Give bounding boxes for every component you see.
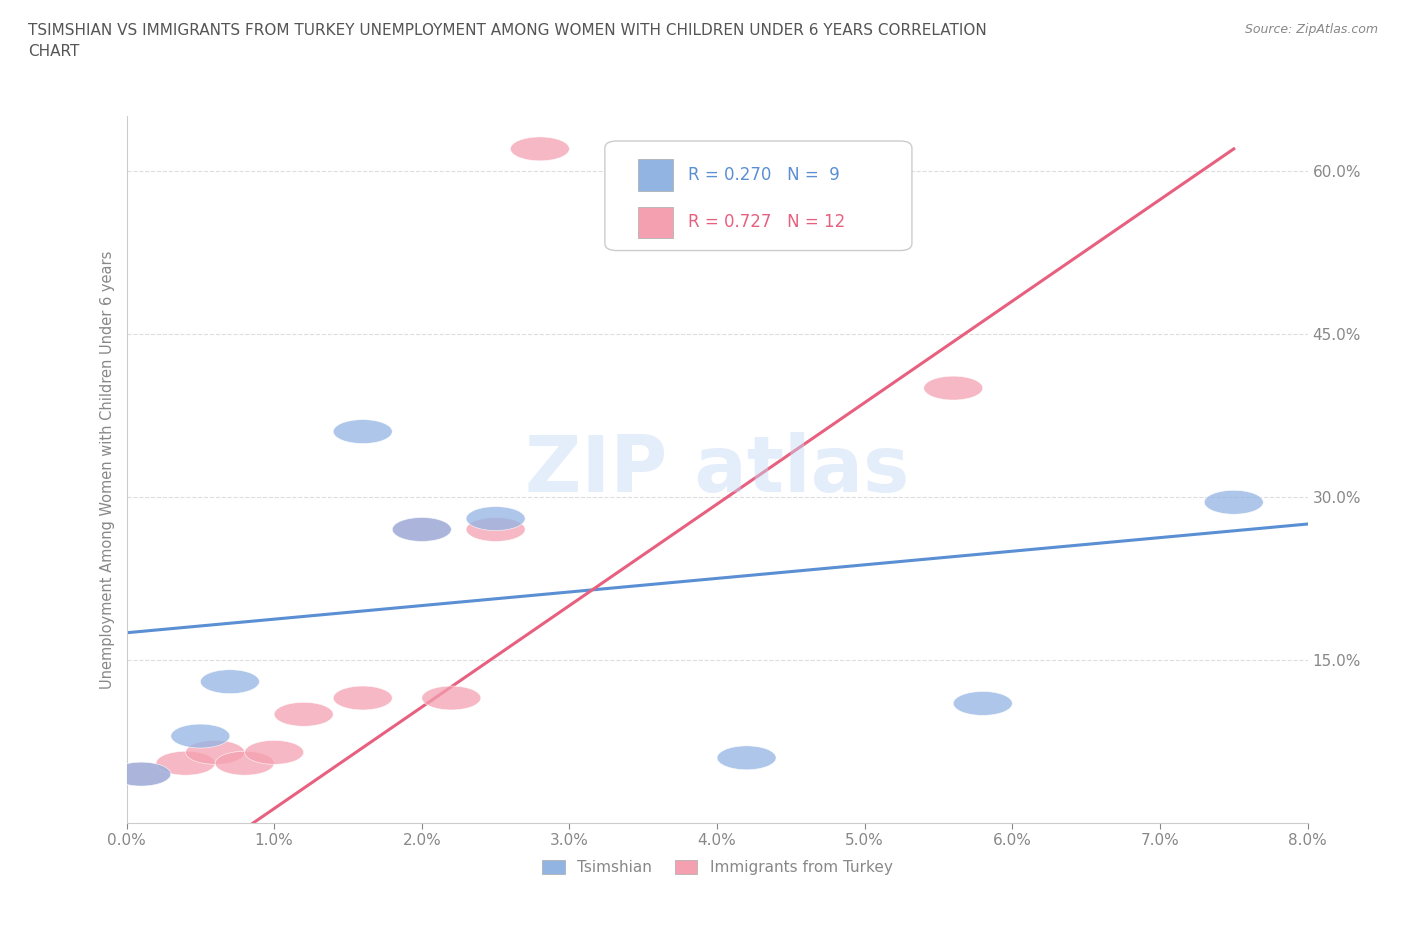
Y-axis label: Unemployment Among Women with Children Under 6 years: Unemployment Among Women with Children U… (100, 250, 115, 689)
Text: Source: ZipAtlas.com: Source: ZipAtlas.com (1244, 23, 1378, 36)
Ellipse shape (245, 740, 304, 764)
Ellipse shape (953, 692, 1012, 715)
FancyBboxPatch shape (605, 141, 912, 250)
Ellipse shape (1204, 490, 1264, 514)
Ellipse shape (186, 740, 245, 764)
Text: TSIMSHIAN VS IMMIGRANTS FROM TURKEY UNEMPLOYMENT AMONG WOMEN WITH CHILDREN UNDER: TSIMSHIAN VS IMMIGRANTS FROM TURKEY UNEM… (28, 23, 987, 60)
Ellipse shape (172, 724, 231, 748)
Ellipse shape (467, 517, 526, 541)
FancyBboxPatch shape (638, 159, 673, 191)
Ellipse shape (717, 746, 776, 770)
Ellipse shape (200, 670, 259, 694)
Text: ZIP atlas: ZIP atlas (524, 432, 910, 508)
Ellipse shape (510, 137, 569, 161)
Text: R = 0.727   N = 12: R = 0.727 N = 12 (688, 214, 845, 232)
Legend: Tsimshian, Immigrants from Turkey: Tsimshian, Immigrants from Turkey (534, 852, 900, 883)
Ellipse shape (112, 763, 172, 786)
FancyBboxPatch shape (638, 206, 673, 238)
Ellipse shape (392, 517, 451, 541)
Text: R = 0.270   N =  9: R = 0.270 N = 9 (688, 166, 839, 184)
Ellipse shape (156, 751, 215, 776)
Ellipse shape (333, 686, 392, 710)
Ellipse shape (467, 507, 526, 530)
Ellipse shape (274, 702, 333, 726)
Ellipse shape (924, 376, 983, 400)
Ellipse shape (333, 419, 392, 444)
Ellipse shape (112, 763, 172, 786)
Ellipse shape (215, 751, 274, 776)
Ellipse shape (392, 517, 451, 541)
Ellipse shape (422, 686, 481, 710)
